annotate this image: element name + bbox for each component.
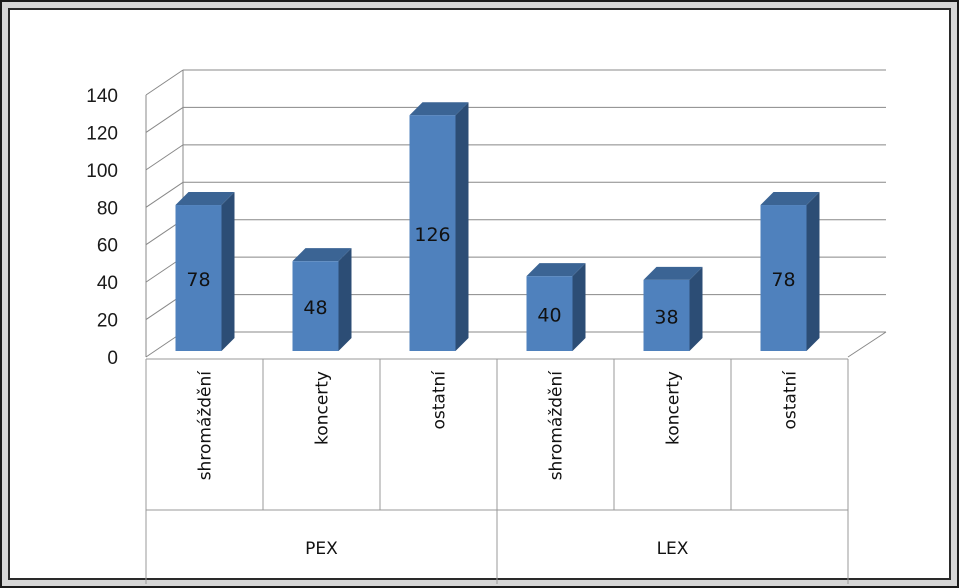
x-category-label: shromáždění [196, 370, 216, 481]
bar-side [456, 102, 469, 351]
y-tick-label: 140 [86, 86, 118, 107]
bar-side [690, 267, 703, 351]
data-label: 38 [654, 306, 678, 328]
y-tick-label: 120 [86, 123, 118, 144]
x-group-label: LEX [657, 539, 689, 559]
y-tick-label: 60 [97, 236, 118, 257]
floor-right-edge [848, 332, 886, 357]
x-category-label: koncerty [313, 371, 333, 445]
x-category-label: ostatní [781, 370, 801, 430]
data-label: 126 [414, 224, 450, 246]
data-labels: 78 48 126 40 38 78 [186, 224, 795, 328]
bars [176, 102, 820, 351]
y-tick-label: 0 [107, 348, 118, 369]
x-axis: shromáždění koncerty ostatní shromáždění kon… [146, 359, 848, 584]
bar-side [807, 192, 820, 351]
y-tick-label: 40 [97, 273, 118, 294]
gridline-side [146, 70, 183, 95]
x-category-label: shromáždění [547, 370, 567, 481]
bar-side [573, 263, 586, 351]
gridline-side [146, 145, 183, 170]
data-label: 78 [186, 269, 210, 291]
y-axis-tick-labels: 0 20 40 60 80 100 120 140 [86, 86, 118, 369]
data-label: 78 [771, 269, 795, 291]
x-category-label: ostatní [430, 370, 450, 430]
data-label: 48 [303, 297, 327, 319]
gridline-side [146, 107, 183, 132]
x-category-label: koncerty [664, 371, 684, 445]
y-tick-label: 100 [86, 161, 118, 182]
y-tick-label: 20 [97, 311, 118, 332]
data-label: 40 [537, 305, 561, 327]
bar-side [339, 248, 352, 351]
y-tick-label: 80 [97, 198, 118, 219]
bar-side [222, 192, 235, 351]
x-group-label: PEX [305, 539, 338, 559]
